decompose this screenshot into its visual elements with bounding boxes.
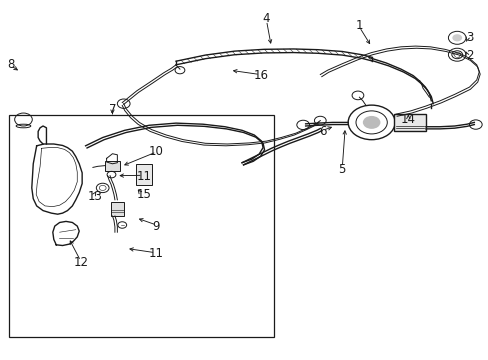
Text: 10: 10: [149, 145, 163, 158]
Text: 2: 2: [465, 49, 472, 62]
Circle shape: [362, 116, 380, 129]
Text: 6: 6: [318, 125, 326, 138]
Circle shape: [451, 34, 461, 41]
Text: 1: 1: [355, 19, 363, 32]
Text: 14: 14: [400, 113, 415, 126]
Text: 7: 7: [108, 103, 116, 116]
Text: 9: 9: [152, 220, 160, 233]
Bar: [136, 164, 151, 185]
Text: 11: 11: [137, 170, 151, 183]
Text: 3: 3: [465, 31, 472, 44]
Bar: [393, 114, 425, 131]
Text: 11: 11: [149, 247, 163, 260]
Text: 16: 16: [254, 69, 268, 82]
Text: 4: 4: [262, 12, 270, 24]
Bar: [9, 115, 273, 337]
Text: 15: 15: [137, 188, 151, 201]
Text: 5: 5: [338, 163, 346, 176]
Text: 8: 8: [7, 58, 15, 71]
Text: 13: 13: [88, 190, 102, 203]
Bar: [111, 202, 123, 216]
Text: 12: 12: [73, 256, 88, 269]
Bar: [105, 161, 120, 171]
